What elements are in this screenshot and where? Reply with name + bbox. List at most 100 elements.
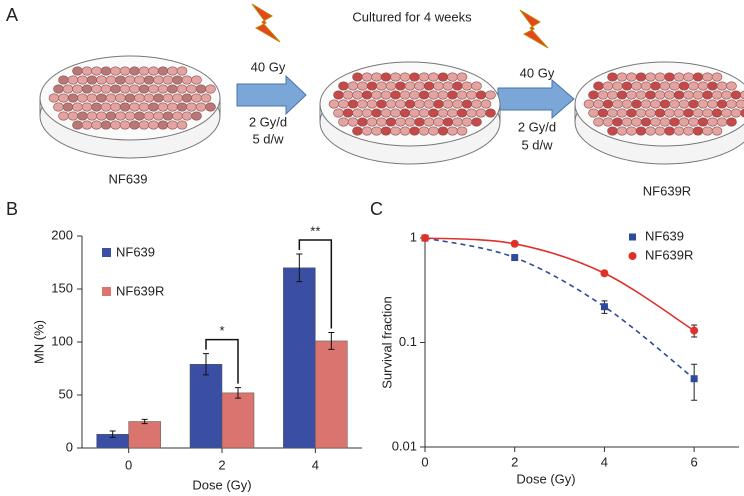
cell [616, 90, 628, 100]
y-tick-label: 1 [410, 229, 417, 244]
cell [105, 111, 117, 121]
cell [172, 75, 183, 85]
cell [129, 84, 140, 94]
y-axis-label: Survival fraction [379, 296, 394, 388]
cell [352, 72, 363, 82]
cell [456, 126, 468, 136]
cell [143, 75, 155, 85]
cell [385, 117, 397, 127]
cell [81, 66, 93, 76]
cell [409, 126, 420, 136]
arrow [497, 78, 575, 120]
cell [110, 120, 121, 130]
cell [342, 90, 354, 100]
cell [338, 81, 349, 91]
cell [385, 99, 397, 109]
cell [645, 108, 656, 118]
cell [138, 66, 150, 76]
cell [176, 120, 188, 130]
cell [153, 93, 164, 103]
cell [380, 126, 392, 136]
cell [692, 90, 704, 100]
significance-bracket [298, 239, 333, 329]
cell [91, 84, 102, 94]
cell [423, 117, 435, 127]
cell [124, 111, 136, 121]
cell [721, 108, 732, 118]
cell [616, 126, 628, 136]
cell [664, 108, 675, 118]
radiation-icon [251, 3, 281, 43]
error-bar [203, 353, 209, 376]
cell [583, 99, 595, 109]
cell [53, 84, 64, 94]
cell [414, 117, 425, 127]
cell [669, 117, 680, 127]
cell [167, 84, 178, 94]
legend-swatch [628, 252, 637, 260]
error-bar [328, 331, 335, 350]
cell [673, 126, 685, 136]
cell [338, 99, 349, 109]
cell [81, 84, 93, 94]
cell [172, 111, 183, 121]
cell [716, 99, 728, 109]
cell [683, 126, 694, 136]
cell [62, 102, 74, 112]
cell [602, 117, 614, 127]
cell [456, 90, 468, 100]
cell [157, 66, 169, 76]
legend-swatch [102, 248, 111, 257]
cell [72, 84, 83, 94]
legend-label: NF639 [116, 244, 155, 259]
cell [134, 111, 145, 121]
cell [361, 90, 373, 100]
cell [471, 117, 482, 127]
marker [600, 303, 608, 311]
cell [635, 90, 647, 100]
cell [442, 117, 454, 127]
cell [688, 81, 699, 91]
cell [659, 81, 671, 91]
cell [730, 108, 742, 118]
marker [690, 326, 699, 335]
cell [678, 117, 690, 127]
cell [631, 99, 642, 109]
dish-label: NF639R [643, 183, 691, 198]
cell [716, 81, 728, 91]
cell [352, 90, 363, 100]
cell [456, 108, 468, 118]
cell [81, 120, 93, 130]
cell [602, 81, 614, 91]
cell [124, 75, 136, 85]
cell [72, 120, 83, 130]
cell [683, 108, 694, 118]
culture-label: Cultured for 4 weeks [352, 9, 472, 24]
cell [475, 90, 487, 100]
cell [100, 66, 112, 76]
cell [48, 93, 60, 103]
cell [366, 99, 378, 109]
cell [167, 120, 178, 130]
cell [414, 99, 425, 109]
cell [740, 90, 744, 100]
cell [607, 126, 618, 136]
cell [53, 102, 64, 112]
cell [650, 99, 661, 109]
cell [186, 102, 197, 112]
cell [399, 108, 411, 118]
cell [167, 66, 178, 76]
cell [707, 99, 718, 109]
cell [635, 126, 647, 136]
cell [399, 72, 411, 82]
cell [423, 81, 435, 91]
panel-label: B [6, 199, 18, 219]
cell [612, 81, 623, 91]
bar [283, 267, 316, 449]
cell [485, 90, 496, 100]
cell [716, 117, 728, 127]
schematic: A Cultured for 4 weeks 40 Gy 2 Gy/d 5 d/… [6, 3, 744, 198]
cell [621, 117, 633, 127]
cell [480, 99, 492, 109]
cell [730, 90, 742, 100]
